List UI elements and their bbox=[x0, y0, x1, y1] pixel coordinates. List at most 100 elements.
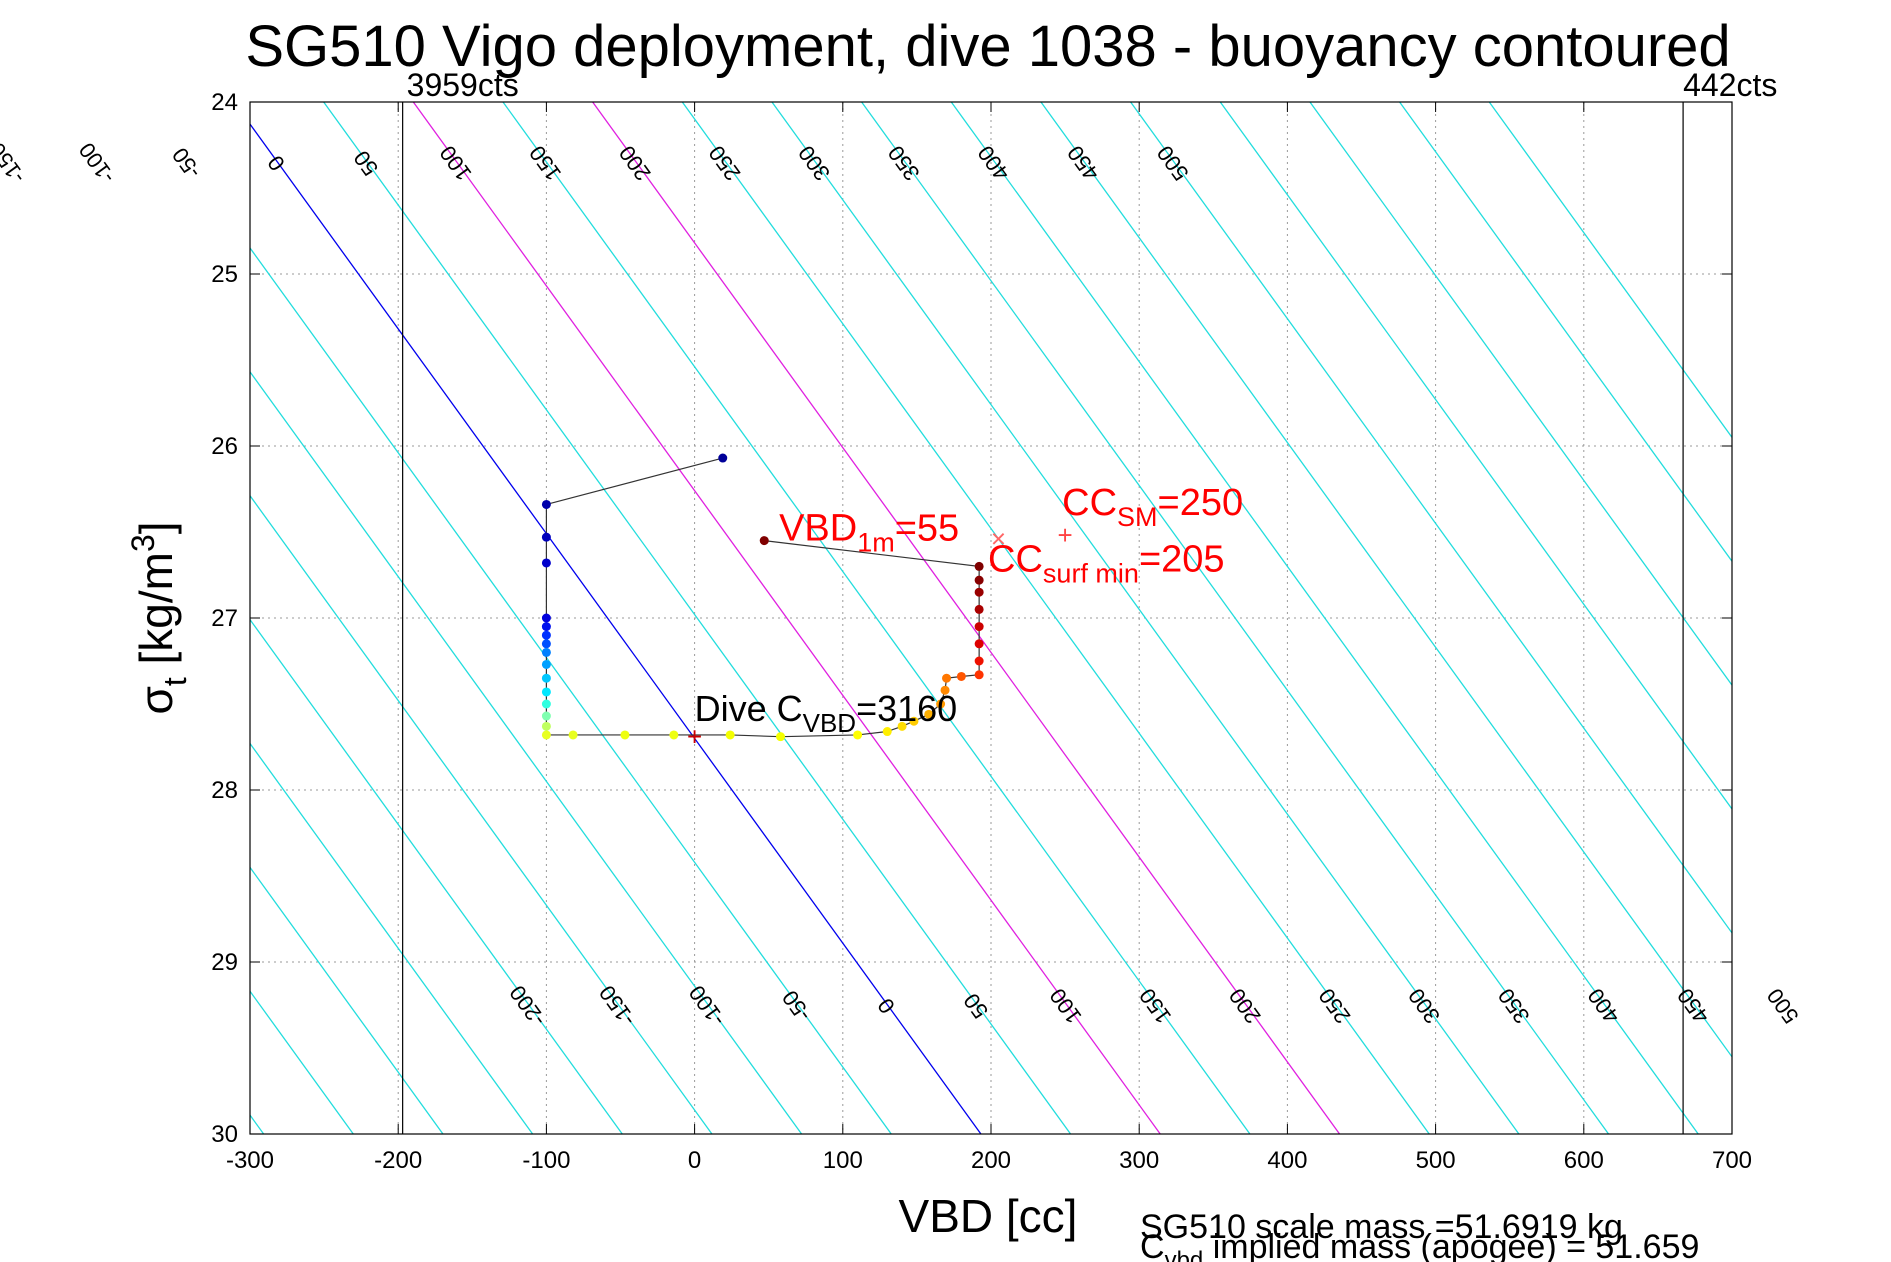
trajectory-point bbox=[669, 730, 679, 740]
annotation-vbd-1m: VBD1m=55 bbox=[779, 508, 959, 558]
trajectory-point bbox=[924, 709, 934, 719]
trajectory-point bbox=[882, 727, 892, 737]
trajectory-point bbox=[936, 699, 946, 709]
trajectory-point bbox=[541, 673, 551, 683]
annotation-cc-surf-min-main: CC bbox=[988, 539, 1043, 581]
contour-line bbox=[250, 370, 803, 1134]
trajectory-point bbox=[942, 673, 952, 683]
reference-marker: × bbox=[991, 523, 1006, 553]
contour-line bbox=[1040, 102, 1732, 1058]
x-tick-label: 0 bbox=[688, 1147, 701, 1174]
contour-line bbox=[771, 102, 1520, 1134]
trajectory-point bbox=[974, 587, 984, 597]
trajectory-point bbox=[956, 671, 966, 681]
annotation-vbd-1m-sub: 1m bbox=[857, 528, 895, 558]
contour-line bbox=[592, 102, 1341, 1134]
annotation-cc-sm-sub: SM bbox=[1117, 502, 1158, 532]
y-axis-ticks: 24 25 26 27 28 29 30 bbox=[211, 89, 1732, 1148]
x-tick-label: 700 bbox=[1712, 1147, 1752, 1174]
y-axis-label-sup: 3 bbox=[125, 534, 161, 552]
x-axis-label: VBD [cc] bbox=[899, 1190, 1078, 1242]
trajectory-point bbox=[541, 647, 551, 657]
y-tick-label: 27 bbox=[211, 605, 238, 632]
x-tick-label: 600 bbox=[1564, 1147, 1604, 1174]
trajectory-point bbox=[541, 711, 551, 721]
trajectory-point bbox=[897, 721, 907, 731]
annotation-vbd-1m-value: =55 bbox=[895, 508, 959, 550]
chart-title: SG510 Vigo deployment, dive 1038 - buoya… bbox=[245, 14, 1730, 79]
trajectory-point bbox=[974, 656, 984, 666]
trajectory-point bbox=[541, 659, 551, 669]
trajectory-point bbox=[940, 685, 950, 695]
trajectory-point bbox=[909, 716, 919, 726]
footer-implied-mass: Cvbd implied mass (apogee) = 51.659 bbox=[1140, 1228, 1699, 1262]
reference-markers: + × + bbox=[687, 520, 1073, 751]
contour-line bbox=[681, 102, 1430, 1134]
trajectory-point bbox=[568, 730, 578, 740]
footer-scale-mass: SG510 scale mass =51.6919 kg bbox=[1140, 1208, 1623, 1246]
x-tick-label: 500 bbox=[1416, 1147, 1456, 1174]
x-tick-label: -100 bbox=[522, 1147, 570, 1174]
footer-cvbd-main: C bbox=[1140, 1228, 1165, 1262]
trajectory-point bbox=[541, 499, 551, 509]
trajectory-point bbox=[974, 575, 984, 585]
trajectory-point bbox=[725, 730, 735, 740]
y-tick-label: 26 bbox=[211, 433, 238, 460]
contour-line bbox=[861, 102, 1610, 1134]
trajectory-point bbox=[974, 670, 984, 680]
limit-line-label: 442cts bbox=[1683, 67, 1777, 103]
contour-line bbox=[250, 246, 892, 1134]
limit-line-label: 3959cts bbox=[407, 67, 519, 103]
contour-line bbox=[412, 102, 1161, 1134]
annotation-cc-surf-min-sub: surf min bbox=[1043, 559, 1139, 589]
y-tick-label: 24 bbox=[211, 89, 238, 116]
y-tick-label: 25 bbox=[211, 261, 238, 288]
y-axis-label-sub: t bbox=[157, 677, 193, 686]
y-tick-label: 28 bbox=[211, 777, 238, 804]
dive-trajectory bbox=[541, 453, 984, 742]
y-axis-label: σt [kg/m3] bbox=[125, 521, 193, 714]
trajectory-point bbox=[541, 613, 551, 623]
annotation-cc-sm-value: =250 bbox=[1158, 482, 1244, 524]
annotation-dive-cvbd-value: =3160 bbox=[856, 688, 957, 729]
contour-line bbox=[1219, 102, 1732, 811]
trajectory-point bbox=[541, 699, 551, 709]
footer-cvbd-sub: vbd bbox=[1165, 1247, 1204, 1262]
trajectory-point bbox=[541, 622, 551, 632]
contour-label: 500 bbox=[1762, 984, 1804, 1028]
contour-line bbox=[1399, 102, 1732, 563]
trajectory-point bbox=[759, 536, 769, 546]
x-tick-label: 400 bbox=[1267, 1147, 1307, 1174]
x-tick-label: 100 bbox=[823, 1147, 863, 1174]
trajectory-point bbox=[718, 453, 728, 463]
contour-line bbox=[323, 102, 1072, 1134]
contour-line bbox=[1130, 102, 1732, 935]
annotation-cc-sm: CCSM=250 bbox=[1062, 482, 1243, 532]
y-axis-label-close: ] bbox=[130, 521, 182, 534]
contour-line bbox=[250, 494, 713, 1134]
y-axis-label-unit: [kg/m bbox=[130, 552, 182, 677]
contour-line bbox=[502, 102, 1251, 1134]
trajectory-point bbox=[974, 604, 984, 614]
trajectory-point bbox=[541, 687, 551, 697]
contour-line bbox=[950, 102, 1699, 1134]
reference-marker: + bbox=[1058, 520, 1073, 550]
contour-line bbox=[250, 866, 444, 1134]
trajectory-point bbox=[620, 730, 630, 740]
y-axis-label-main: σ bbox=[130, 686, 182, 714]
x-tick-label: -200 bbox=[374, 1147, 422, 1174]
trajectory-point bbox=[541, 532, 551, 542]
footer-implied-text: implied mass (apogee) = 51.659 bbox=[1203, 1228, 1699, 1262]
annotation-dive-cvbd: Dive CVBD=3160 bbox=[695, 688, 958, 738]
trajectory-point bbox=[541, 558, 551, 568]
x-tick-label: -300 bbox=[226, 1147, 274, 1174]
x-tick-label: 300 bbox=[1119, 1147, 1159, 1174]
trajectory-point bbox=[974, 639, 984, 649]
contour-label: -50 bbox=[167, 143, 206, 183]
contour-line bbox=[250, 742, 534, 1134]
annotation-cc-surf-min: CCsurf min=205 bbox=[988, 539, 1225, 589]
reference-marker: + bbox=[687, 721, 702, 751]
trajectory-point bbox=[776, 732, 786, 742]
